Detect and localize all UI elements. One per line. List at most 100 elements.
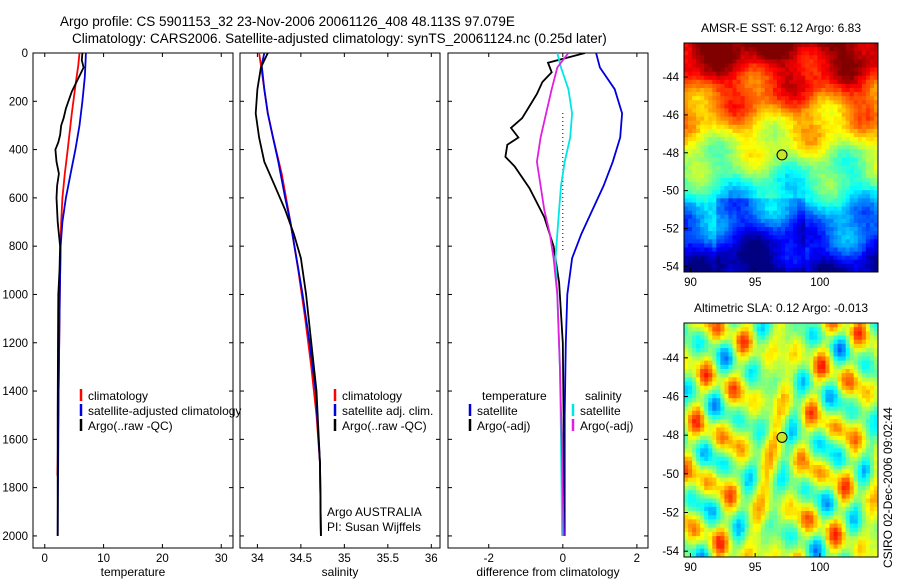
sst-grid-cell — [813, 165, 818, 171]
sst-grid-cell — [708, 149, 713, 154]
sla-grid-cell — [700, 331, 705, 336]
sst-grid-cell — [704, 235, 709, 240]
sst-grid-cell — [760, 149, 766, 154]
sla-grid-cell — [821, 410, 826, 416]
sst-grid-cell — [720, 214, 725, 220]
plot-panels: 0 10 20 30temperature0200400600800100012001… — [2, 21, 879, 579]
sst-grid-cell — [813, 116, 818, 122]
sst-grid-cell — [776, 255, 782, 261]
sst-grid-cell — [849, 169, 855, 175]
sst-grid-cell — [805, 55, 810, 60]
sla-grid-cell — [740, 440, 746, 445]
sla-grid-cell — [801, 377, 806, 382]
sla-grid-cell — [692, 519, 697, 524]
sst-grid-cell — [861, 83, 867, 89]
sla-grid-cell — [744, 511, 750, 516]
sst-grid-cell — [825, 161, 830, 167]
sla-grid-cell — [684, 431, 689, 437]
sla-grid-cell — [801, 339, 806, 345]
sst-grid-cell — [752, 190, 758, 195]
sla-grid-cell — [776, 456, 782, 462]
sst-grid-cell — [688, 149, 693, 154]
sla-grid-cell — [708, 435, 713, 441]
sla-grid-cell — [793, 506, 798, 512]
sla-grid-cell — [809, 406, 814, 412]
sla-grid-cell — [740, 331, 746, 336]
sst-grid-cell — [833, 43, 838, 48]
sla-grid-cell — [736, 485, 741, 491]
sla-grid-cell — [732, 381, 737, 387]
sst-grid-cell — [684, 141, 689, 146]
sla-grid-cell — [732, 473, 737, 479]
sla-grid-cell — [744, 352, 750, 357]
sla-grid-cell — [785, 502, 790, 508]
sst-grid-cell — [861, 218, 867, 224]
sst-grid-cell — [829, 67, 834, 73]
sla-grid-cell — [797, 427, 802, 433]
sst-grid-cell — [720, 243, 725, 248]
sst-grid-cell — [720, 71, 725, 77]
sst-grid-cell — [720, 83, 725, 89]
sst-grid-cell — [696, 263, 701, 269]
sst-grid-cell — [797, 116, 802, 122]
sst-grid-cell — [849, 63, 855, 68]
sst-grid-cell — [837, 75, 843, 81]
sla-grid-cell — [781, 398, 786, 403]
depth-tick-label: 200 — [9, 96, 28, 108]
sst-grid-cell — [809, 235, 814, 240]
sst-grid-cell — [801, 87, 806, 93]
sst-grid-cell — [865, 47, 871, 52]
sla-grid-cell — [821, 456, 826, 462]
sst-map-frame — [683, 42, 879, 273]
sst-grid-cell — [712, 71, 717, 77]
sst-grid-cell — [712, 96, 717, 101]
sst-grid-cell — [732, 186, 737, 191]
temperature-axes-frame — [32, 52, 234, 549]
sst-grid-cell — [744, 210, 750, 216]
sst-grid-cell — [748, 104, 754, 109]
sla-grid-cell — [700, 448, 705, 453]
sla-grid-cell — [797, 440, 802, 445]
sla-grid-cell — [817, 536, 822, 541]
sst-grid-cell — [845, 251, 851, 257]
sst-grid-cell — [849, 247, 855, 252]
sst-grid-cell — [849, 157, 855, 162]
sst-grid-cell — [821, 75, 826, 81]
sla-grid-cell — [684, 494, 689, 499]
sst-grid-cell — [837, 165, 843, 171]
sst-grid-cell — [825, 198, 830, 203]
sla-grid-cell — [716, 519, 721, 524]
sst-grid-cell — [704, 169, 709, 175]
sla-grid-cell — [744, 410, 750, 416]
sla-grid-cell — [825, 469, 830, 474]
sst-grid-cell — [772, 231, 778, 236]
sst-grid-cell — [821, 128, 826, 134]
sla-grid-cell — [716, 515, 721, 520]
sst-grid-cell — [716, 132, 721, 138]
sla-grid-cell — [813, 473, 818, 479]
sst-grid-cell — [817, 190, 822, 195]
sla-grid-cell — [720, 481, 725, 487]
sst-grid-cell — [760, 259, 766, 265]
sla-grid-cell — [720, 444, 725, 449]
sst-grid-cell — [805, 67, 810, 73]
sst-grid-cell — [837, 149, 843, 154]
sst-grid-cell — [756, 267, 762, 273]
sla-grid-cell — [789, 373, 794, 378]
sla-grid-cell — [724, 331, 729, 336]
sst-grid-cell — [700, 108, 705, 113]
sla-grid-cell — [724, 419, 729, 424]
sla-grid-cell — [736, 548, 741, 554]
sst-grid-cell — [841, 59, 847, 64]
sst-grid-cell — [700, 145, 705, 150]
sla-grid-cell — [809, 527, 814, 533]
sst-grid-cell — [776, 222, 782, 228]
sla-grid-cell — [825, 448, 830, 453]
sla-grid-cell — [736, 398, 741, 403]
sst-grid-cell — [736, 43, 741, 48]
sla-grid-cell — [776, 465, 782, 470]
sst-grid-cell — [849, 161, 855, 167]
sst-grid-cell — [789, 92, 794, 97]
sst-grid-cell — [845, 157, 851, 162]
sla-grid-cell — [748, 331, 754, 336]
